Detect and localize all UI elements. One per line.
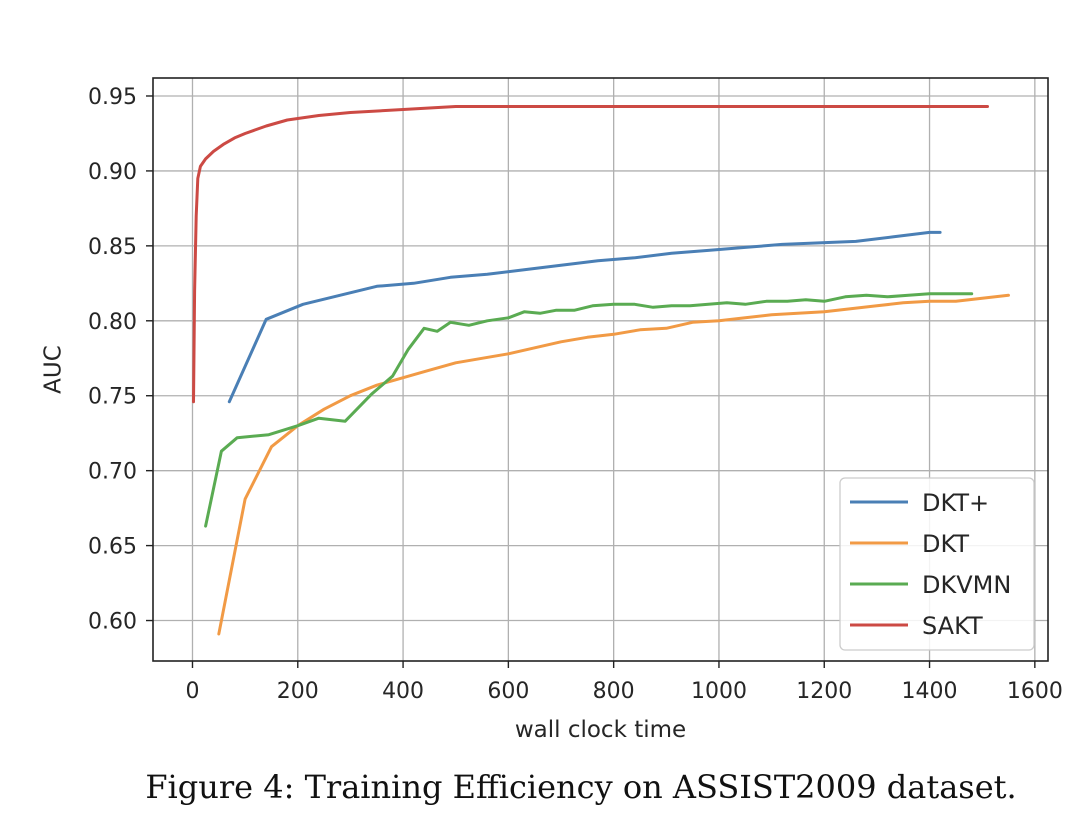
x-tick-label: 1200 <box>796 679 852 704</box>
y-axis-label: AUC <box>41 345 67 394</box>
legend-label: SAKT <box>922 612 983 640</box>
legend-label: DKT <box>922 530 969 558</box>
grid-lines <box>153 78 1048 661</box>
x-tick-label: 400 <box>382 679 424 704</box>
plot-frame <box>152 77 1049 662</box>
legend-box <box>839 477 1035 651</box>
y-tick-label: 0.70 <box>88 460 137 485</box>
series-lines <box>192 105 1010 636</box>
legend-label: DKT+ <box>922 489 989 517</box>
y-tick-label: 0.75 <box>88 385 137 410</box>
figure-caption: Figure 4: Training Efficiency on ASSIST2… <box>145 768 1017 806</box>
y-tick-label: 0.80 <box>88 310 137 335</box>
legend-label: DKVMN <box>922 571 1011 599</box>
x-tick-label: 1600 <box>1007 679 1063 704</box>
y-tick-label: 0.65 <box>88 535 137 560</box>
x-axis-label: wall clock time <box>515 717 686 743</box>
y-tick-label: 0.85 <box>88 235 137 260</box>
y-tick-label: 0.60 <box>88 610 137 635</box>
x-tick-label: 1000 <box>691 679 747 704</box>
legend: DKT+ DKT DKVMN SAKT <box>839 477 1035 651</box>
axis-ticks: 0 200 400 600 800 1000 1200 1400 1600 0.60 0.65 0.7… <box>88 85 1063 704</box>
x-tick-label: 800 <box>593 679 635 704</box>
y-tick-label: 0.90 <box>88 160 137 185</box>
series-line-sakt <box>192 105 989 404</box>
series-line-dkt- <box>227 230 942 404</box>
x-tick-label: 0 <box>185 679 199 704</box>
series-line-dkt <box>217 293 1010 636</box>
y-tick-label: 0.95 <box>88 85 137 110</box>
x-tick-label: 200 <box>277 679 319 704</box>
x-tick-label: 1400 <box>902 679 958 704</box>
x-tick-label: 600 <box>487 679 529 704</box>
series-line-dkvmn <box>204 292 974 528</box>
